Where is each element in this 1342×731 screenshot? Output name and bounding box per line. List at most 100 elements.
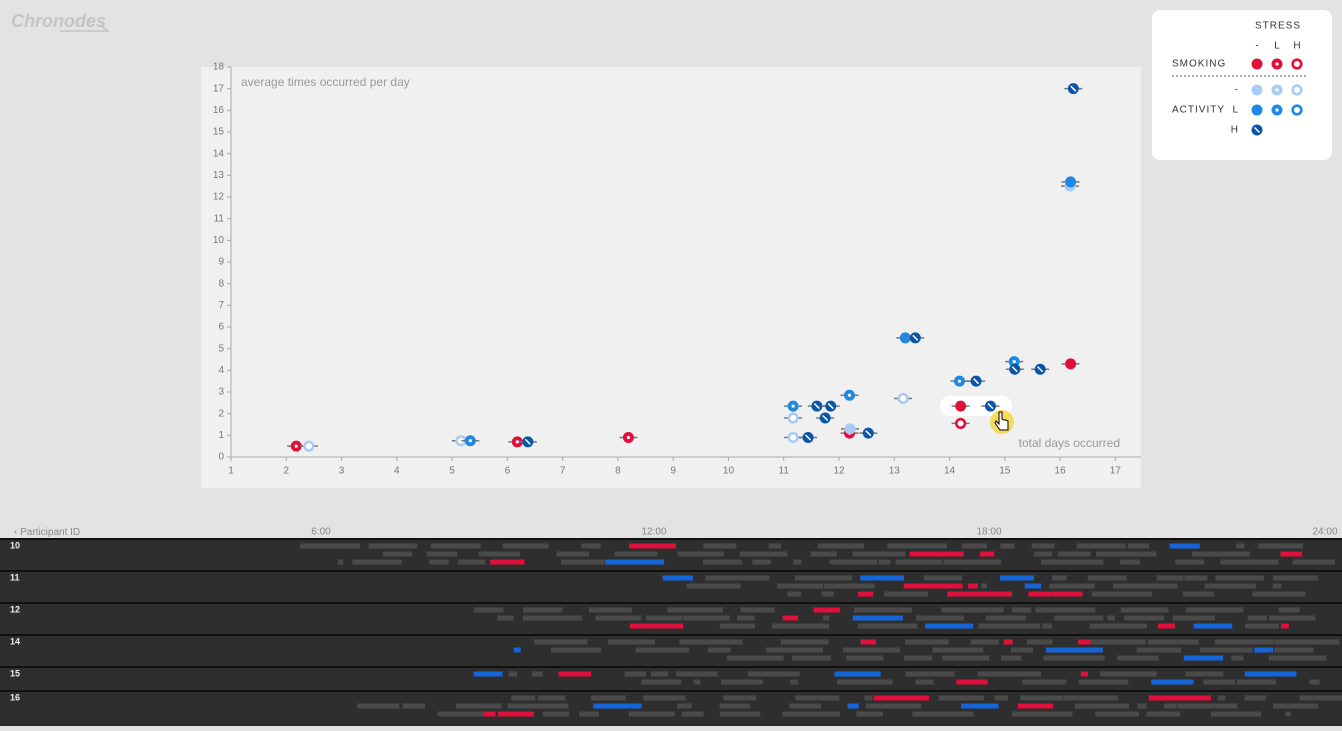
- activity-segment: [1185, 671, 1224, 677]
- activity-segment: [1309, 679, 1320, 685]
- legend-activity: ACTIVITY: [1172, 105, 1225, 116]
- activity-segment: [823, 615, 830, 621]
- activity-segment: [837, 679, 893, 685]
- activity-segment: [1193, 623, 1233, 629]
- activity-segment: [1268, 655, 1327, 661]
- activity-segment: [1215, 575, 1264, 581]
- participant-id: 16: [10, 692, 20, 702]
- activity-segment: [357, 703, 400, 709]
- legend-activity-level: H: [1231, 125, 1238, 136]
- activity-segment: [1120, 559, 1140, 565]
- activity-segment: [538, 695, 566, 701]
- activity-segment: [943, 559, 1002, 565]
- x-tick-label: 12: [833, 466, 845, 477]
- activity-segment: [887, 543, 948, 549]
- activity-segment: [1000, 575, 1034, 581]
- activity-segment: [368, 543, 418, 549]
- x-tick-label: 14: [944, 466, 956, 477]
- point: [821, 400, 840, 412]
- legend-stress-level: L: [1274, 41, 1280, 52]
- point: [906, 332, 925, 344]
- activity-segment: [1041, 559, 1104, 565]
- activity-segment: [1292, 559, 1335, 565]
- activity-segment: [1127, 543, 1150, 549]
- activity-segment: [985, 615, 1027, 621]
- activity-segment: [852, 615, 903, 621]
- marker: [787, 431, 799, 444]
- activity-segment: [1001, 655, 1022, 661]
- point: [461, 435, 480, 447]
- y-tick-label: 14: [213, 148, 225, 159]
- activity-segment: [1299, 695, 1342, 701]
- marker: [1291, 104, 1303, 116]
- legend-stress-level: -: [1255, 41, 1258, 52]
- activity-segment: [794, 575, 853, 581]
- activity-segment: [593, 703, 642, 709]
- activity-segment: [1049, 583, 1095, 589]
- activity-segment: [1031, 543, 1055, 549]
- marker-center: [1275, 108, 1279, 112]
- hover-highlight[interactable]: [940, 396, 1012, 416]
- activity-segment: [1078, 639, 1091, 645]
- activity-segment: [947, 591, 1012, 597]
- activity-segment: [782, 615, 799, 621]
- plot-area: [201, 67, 1141, 488]
- point: [1061, 358, 1080, 370]
- activity-segment: [662, 575, 693, 581]
- activity-segment: [686, 583, 741, 589]
- activity-segment: [614, 551, 658, 557]
- point: [951, 400, 970, 412]
- activity-segment: [1269, 615, 1316, 621]
- marker-slash: [1011, 366, 1018, 373]
- activity-segment: [771, 623, 829, 629]
- activity-segment: [736, 615, 755, 621]
- activity-segment: [507, 703, 569, 709]
- activity-segment: [1203, 679, 1235, 685]
- activity-segment: [1136, 647, 1182, 653]
- activity-segment: [1254, 647, 1274, 653]
- activity-segment: [1236, 679, 1276, 685]
- activity-segment: [821, 591, 835, 597]
- activity-segment: [1076, 543, 1126, 549]
- marker-slash: [987, 403, 994, 410]
- y-tick-label: 4: [218, 365, 224, 376]
- activity-segment: [1199, 647, 1253, 653]
- activity-segment: [1151, 679, 1194, 685]
- activity-segment: [1045, 647, 1103, 653]
- activity-segment: [1182, 591, 1214, 597]
- point: [784, 400, 803, 412]
- activity-segment: [1137, 703, 1147, 709]
- activity-segment: [1028, 591, 1053, 597]
- activity-segment: [912, 711, 974, 717]
- participant-id: 11: [10, 572, 20, 582]
- activity-segment: [858, 591, 874, 597]
- activity-segment: [677, 703, 692, 709]
- marker: [899, 332, 911, 344]
- y-tick-label: 16: [213, 105, 225, 116]
- activity-segment: [705, 575, 770, 581]
- activity-segment: [676, 671, 718, 677]
- activity-segment: [1211, 711, 1261, 717]
- x-tick-label: 9: [670, 466, 676, 477]
- x-tick-label: 17: [1110, 466, 1122, 477]
- activity-segment: [1274, 639, 1340, 645]
- activity-segment: [916, 615, 965, 621]
- activity-segment: [1095, 711, 1140, 717]
- activity-segment: [1022, 679, 1067, 685]
- activity-segment: [719, 711, 761, 717]
- legend-symbol: [1271, 58, 1283, 70]
- marker: [1065, 358, 1077, 370]
- activity-segment: [1051, 575, 1067, 581]
- activity-segment: [1285, 711, 1291, 717]
- activity-segment: [1172, 615, 1216, 621]
- activity-segment: [787, 591, 802, 597]
- activity-segment: [677, 551, 724, 557]
- activity-segment: [1100, 671, 1157, 677]
- activity-segment: [1278, 607, 1300, 613]
- activity-segment: [474, 607, 504, 613]
- point: [799, 432, 818, 443]
- activity-segment: [1148, 695, 1211, 701]
- activity-segment: [1035, 607, 1096, 613]
- activity-segment: [1274, 647, 1314, 653]
- y-tick-label: 2: [218, 408, 224, 419]
